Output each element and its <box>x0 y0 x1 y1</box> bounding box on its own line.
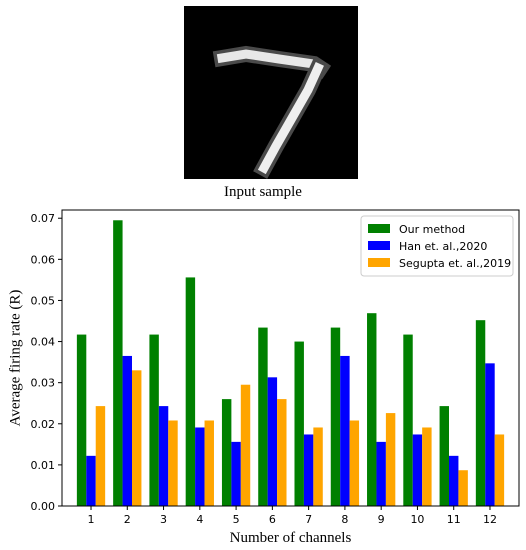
bar-2-5 <box>231 441 241 506</box>
legend-frame <box>360 215 514 277</box>
bar-2-7 <box>303 434 314 506</box>
x-tick-label: 4 <box>196 513 203 526</box>
y-tick-label: 0.07 <box>31 212 56 225</box>
x-axis-label: Number of channels <box>230 530 352 546</box>
x-tick-label: 12 <box>483 513 497 526</box>
x-tick-label: 8 <box>341 513 348 526</box>
bar-1-12 <box>475 320 486 506</box>
bar-3-10 <box>422 427 432 506</box>
bar-2-8 <box>340 355 350 506</box>
bar-2-9 <box>376 441 386 506</box>
y-tick-label: 0.06 <box>31 253 56 266</box>
bar-3-12 <box>494 434 505 506</box>
input-sample-image <box>184 6 358 179</box>
input-sample-caption: Input sample <box>224 184 302 200</box>
y-tick-label: 0.05 <box>31 294 56 307</box>
bar-3-8 <box>349 420 360 506</box>
y-tick-label: 0.02 <box>31 418 56 431</box>
y-axis-label: Average firing rate (R) <box>7 290 23 427</box>
x-tick-label: 10 <box>410 513 424 526</box>
legend-swatch <box>368 241 390 250</box>
bar-3-3 <box>168 420 178 506</box>
legend-entry-label: Our method <box>399 223 465 236</box>
y-tick-label: 0.00 <box>31 500 56 513</box>
bar-3-9 <box>385 413 396 506</box>
legend-entry-label: Han et. al.,2020 <box>399 240 487 253</box>
legend-swatch <box>368 224 390 233</box>
y-tick-label: 0.01 <box>31 459 56 472</box>
bars-group <box>76 220 505 506</box>
legend: Our method Han et. al.,2020 Segupta et. al… <box>360 215 514 277</box>
bar-1-9 <box>367 313 377 506</box>
y-tick-label: 0.04 <box>31 336 56 349</box>
y-axis: 0.00 0.01 0.02 0.03 0.04 0.05 0.06 0.07 <box>31 212 62 513</box>
bar-1-7 <box>294 341 304 506</box>
x-tick-label: 9 <box>378 513 385 526</box>
plot-area-frame <box>61 209 520 507</box>
bar-2-2 <box>122 355 132 506</box>
bar-1-11 <box>439 406 449 506</box>
bar-2-3 <box>158 406 169 506</box>
x-axis: 1 2 3 4 5 6 7 8 9 10 11 12 <box>88 506 497 526</box>
bar-3-5 <box>240 384 251 506</box>
bar-2-1 <box>86 455 96 506</box>
bar-2-10 <box>412 434 423 506</box>
x-tick-label: 2 <box>124 513 131 526</box>
bar-1-3 <box>149 334 159 506</box>
legend-swatch <box>368 258 390 267</box>
bar-1-10 <box>403 334 413 506</box>
bar-2-6 <box>267 377 278 506</box>
bar-2-12 <box>485 363 495 506</box>
y-tick-label: 0.03 <box>31 377 56 390</box>
bar-1-4 <box>185 277 196 506</box>
bar-1-6 <box>258 327 268 506</box>
x-tick-label: 6 <box>269 513 276 526</box>
bar-3-1 <box>95 406 106 506</box>
bar-1-5 <box>221 399 232 506</box>
bar-3-2 <box>132 370 142 506</box>
x-tick-label: 7 <box>305 513 312 526</box>
bar-1-2 <box>113 220 123 506</box>
bar-1-1 <box>76 334 87 506</box>
x-tick-label: 1 <box>88 513 95 526</box>
bar-3-4 <box>204 420 214 506</box>
bar-3-6 <box>277 399 287 506</box>
x-tick-label: 5 <box>233 513 240 526</box>
x-tick-label: 11 <box>447 513 461 526</box>
bar-3-11 <box>458 470 468 506</box>
x-tick-label: 3 <box>160 513 167 526</box>
legend-entry-label: Segupta et. al.,2019 <box>399 257 511 270</box>
bar-2-4 <box>195 427 205 506</box>
bar-1-8 <box>330 327 341 506</box>
bar-2-11 <box>449 455 459 506</box>
bar-3-7 <box>313 427 323 506</box>
